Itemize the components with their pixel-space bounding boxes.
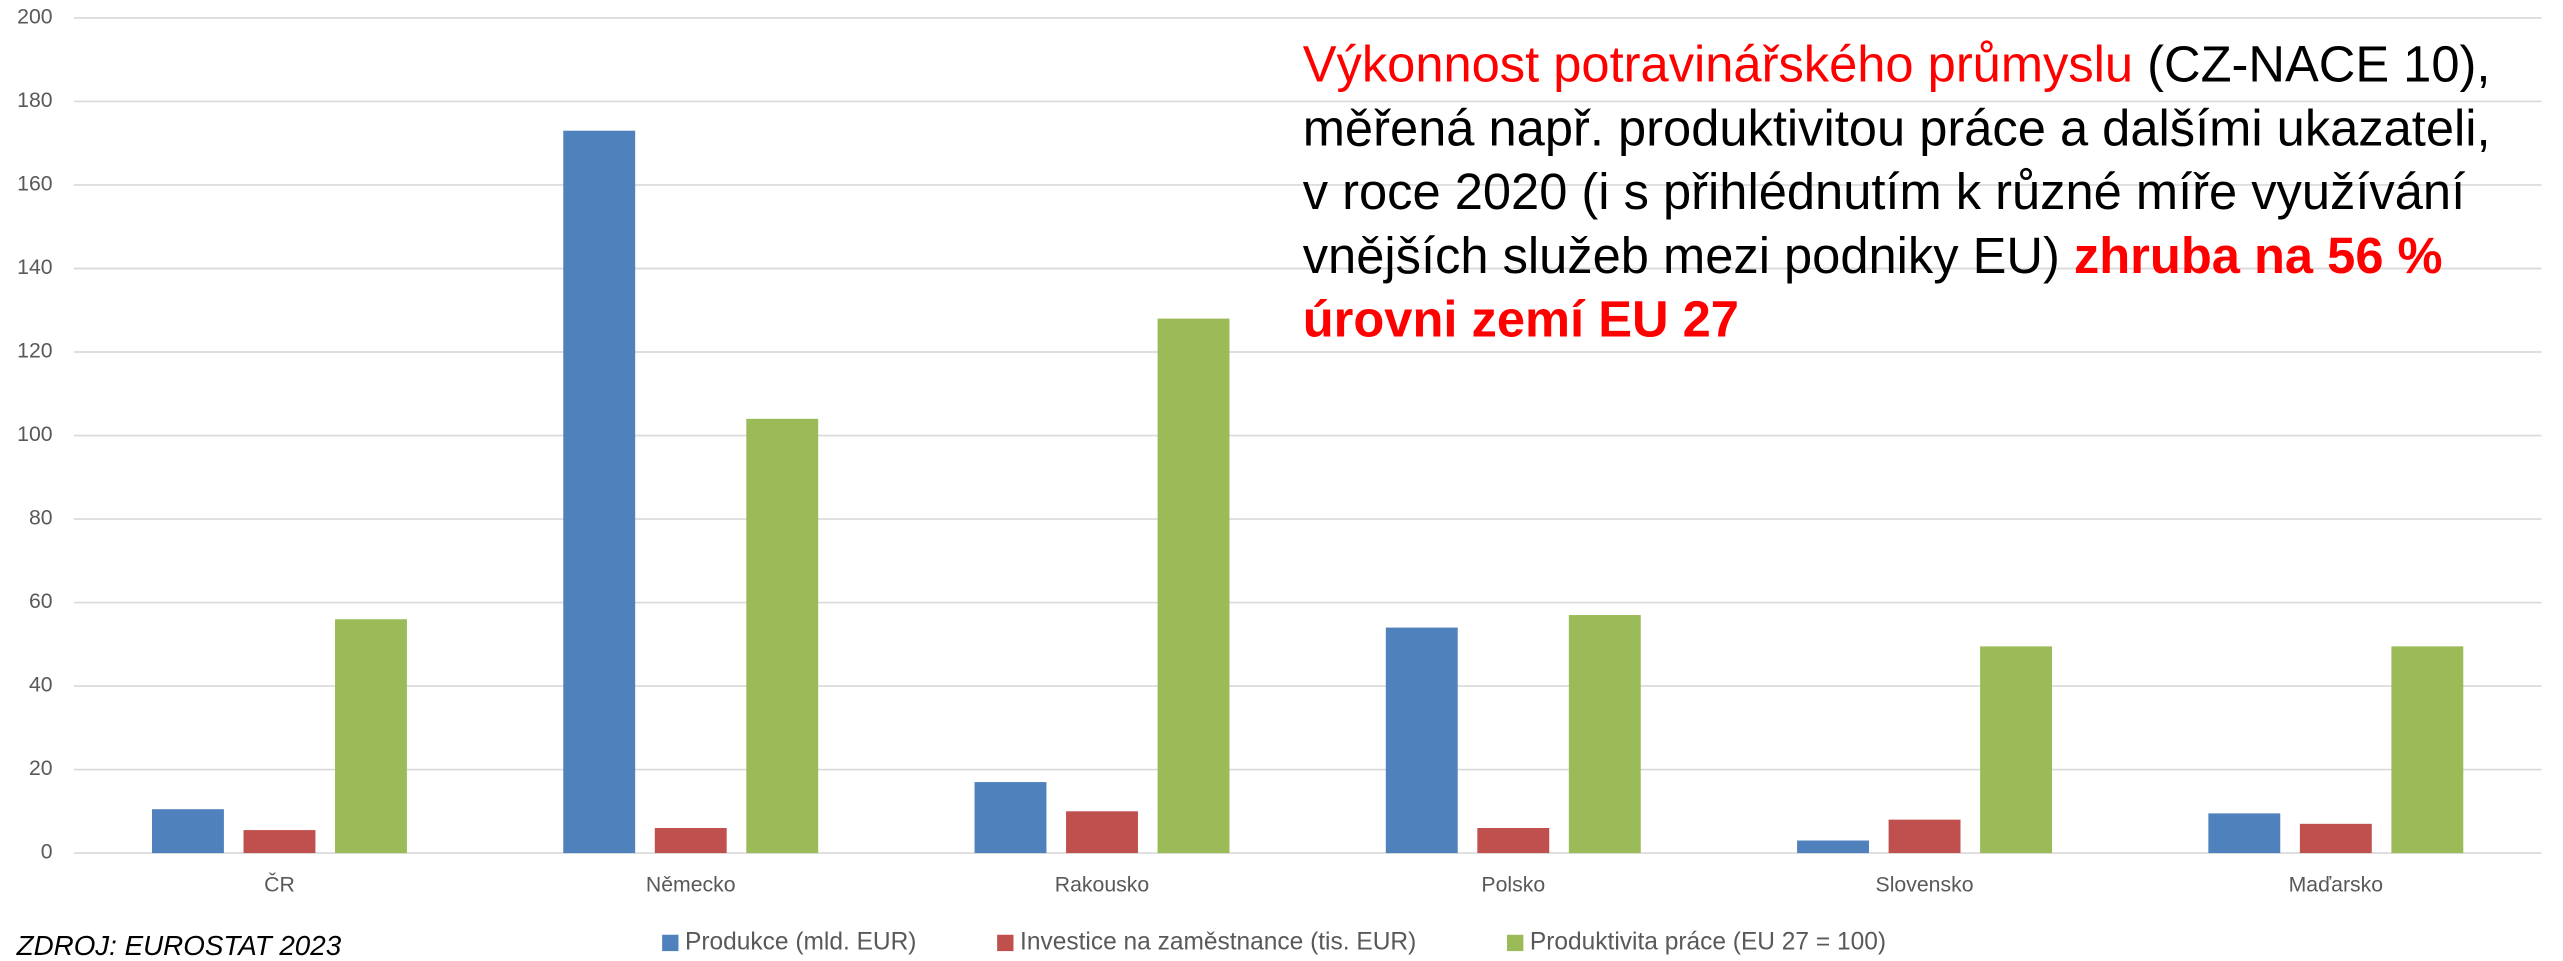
x-tick-label: Polsko (1481, 872, 1545, 896)
x-tick-label: Maďarsko (2289, 872, 2383, 896)
bar (335, 619, 407, 854)
bar (2391, 646, 2464, 854)
annotation-line: vnějších služeb mezi podniky EU) zhruba … (1303, 227, 2443, 284)
y-tick-label: 60 (29, 589, 53, 613)
bar (746, 418, 819, 854)
bar (1888, 819, 1961, 854)
y-tick-label: 100 (17, 422, 52, 446)
bar (152, 809, 224, 854)
legend-swatch (997, 934, 1014, 952)
legend-label: Produktivita práce (EU 27 = 100) (1530, 928, 1886, 955)
bar (1477, 827, 1550, 854)
bar (243, 830, 316, 854)
x-tick-label: Rakousko (1055, 872, 1149, 896)
y-tick-label: 200 (17, 5, 52, 29)
annotation-text: vnějších služeb mezi podniky EU) (1303, 227, 2074, 284)
bar (2299, 823, 2372, 854)
legend-swatch (662, 934, 679, 952)
bar (974, 782, 1047, 854)
annotation-line: úrovni zemí EU 27 (1303, 291, 1739, 348)
x-tick-label: Německo (646, 872, 736, 896)
y-tick-label: 80 (29, 506, 53, 530)
y-tick-label: 160 (17, 172, 52, 196)
x-tick-label: Slovensko (1876, 872, 1974, 896)
annotation-line: měřená např. produktivitou práce a další… (1303, 100, 2491, 157)
y-tick-label: 40 (29, 673, 53, 697)
annotation-text: měřená např. produktivitou práce a další… (1303, 100, 2491, 157)
legend-label: Investice na zaměstnance (tis. EUR) (1020, 928, 1416, 955)
y-tick-label: 120 (17, 339, 52, 363)
annotation-line: v roce 2020 (i s přihlédnutím k různé mí… (1303, 163, 2465, 220)
annotation-text: úrovni zemí EU 27 (1303, 291, 1739, 348)
bar (1157, 318, 1230, 854)
bar (1385, 627, 1458, 854)
annotation-text: Výkonnost potravinářského průmyslu (1303, 36, 2133, 93)
y-tick-label: 180 (17, 88, 52, 112)
source: ZDROJ: EUROSTAT 2023 (16, 930, 342, 956)
bar (1568, 615, 1641, 854)
bar (1797, 840, 1869, 854)
annotation-text: v roce 2020 (i s přihlédnutím k různé mí… (1303, 163, 2465, 220)
x-tick-label: ČR (264, 871, 295, 896)
y-tick-label: 140 (17, 255, 52, 279)
bar (1066, 811, 1138, 854)
legend-swatch (1507, 934, 1524, 952)
y-tick-label: 20 (29, 756, 53, 780)
legend-label: Produkce (mld. EUR) (685, 928, 916, 955)
annotation-text: (CZ-NACE 10), (2133, 36, 2490, 93)
annotation-line: Výkonnost potravinářského průmyslu (CZ-N… (1303, 36, 2491, 93)
y-tick-label: 0 (41, 840, 53, 864)
bar (563, 130, 636, 854)
bar (1980, 646, 2053, 854)
bar (654, 827, 727, 854)
bar (2208, 813, 2281, 854)
annotation-text: zhruba na 56 % (2074, 227, 2443, 284)
